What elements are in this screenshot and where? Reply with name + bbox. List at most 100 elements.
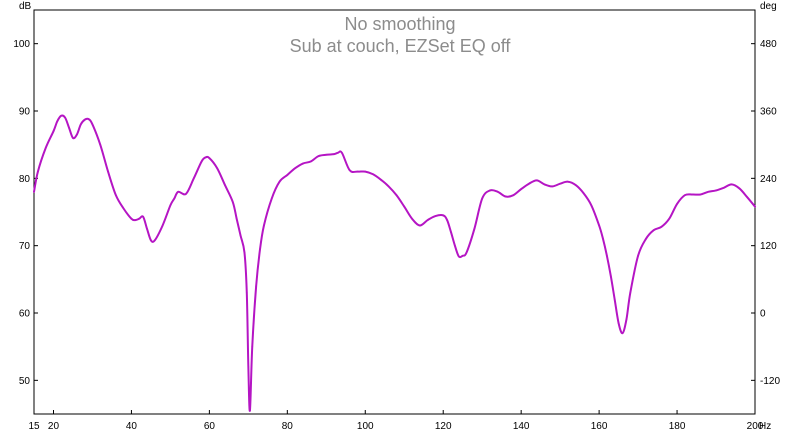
- data-point: [559, 182, 561, 185]
- data-point: [239, 234, 242, 237]
- data-point: [543, 183, 546, 186]
- data-point: [235, 217, 238, 220]
- data-point: [185, 193, 187, 195]
- data-point: [130, 217, 133, 220]
- data-point: [91, 123, 94, 126]
- x-tick-label: 40: [126, 421, 138, 432]
- data-point: [652, 229, 655, 231]
- data-point: [249, 409, 251, 412]
- data-point: [200, 160, 203, 163]
- series-line: [33, 114, 756, 412]
- data-point: [341, 151, 343, 154]
- data-point: [617, 322, 620, 324]
- data-point: [138, 217, 141, 220]
- data-point: [44, 147, 47, 149]
- data-point: [115, 194, 117, 196]
- data-point: [621, 332, 624, 335]
- data-point: [247, 366, 250, 368]
- data-point: [72, 137, 74, 139]
- chart-subtitle: Sub at couch, EZSet EQ off: [290, 36, 512, 56]
- x-tick-label: 80: [282, 421, 294, 432]
- series-points: [33, 114, 756, 412]
- y2-tick-label: 240: [760, 174, 777, 185]
- data-point: [99, 143, 102, 146]
- data-point: [613, 298, 616, 301]
- data-point: [142, 215, 144, 218]
- data-point: [489, 189, 491, 192]
- y-tick-label: 60: [19, 309, 31, 320]
- data-point: [56, 120, 59, 122]
- data-point: [598, 224, 600, 227]
- data-point: [243, 251, 246, 254]
- data-point: [520, 188, 522, 190]
- y2-tick-label: 360: [760, 107, 777, 118]
- data-point: [208, 157, 211, 159]
- data-point: [691, 193, 694, 196]
- data-point: [676, 203, 678, 205]
- data-point: [317, 155, 320, 157]
- data-point: [426, 219, 429, 221]
- data-point: [454, 244, 456, 247]
- data-point: [723, 186, 725, 189]
- x-axis-unit: Hz: [759, 421, 771, 432]
- data-point: [746, 196, 749, 198]
- x-tick-label: 160: [591, 421, 608, 432]
- data-point: [83, 118, 86, 121]
- data-point: [625, 318, 628, 321]
- data-point: [387, 185, 390, 188]
- data-point: [33, 191, 35, 193]
- data-point: [231, 201, 234, 203]
- data-point: [309, 160, 312, 163]
- y2-tick-label: 0: [760, 309, 766, 320]
- data-point: [574, 184, 577, 186]
- data-point: [512, 194, 515, 196]
- data-point: [442, 214, 445, 217]
- data-point: [660, 226, 663, 228]
- y-tick-label: 70: [19, 241, 31, 252]
- y-tick-label: 90: [19, 107, 31, 118]
- data-point: [606, 254, 608, 257]
- data-point: [434, 215, 437, 217]
- data-point: [364, 170, 367, 173]
- x-tick-label: 200: [747, 421, 764, 432]
- data-point: [146, 228, 148, 230]
- data-point: [446, 219, 448, 221]
- data-point: [68, 127, 70, 129]
- data-point: [730, 183, 733, 186]
- data-point: [52, 130, 55, 132]
- data-point: [645, 238, 647, 240]
- data-point: [395, 194, 398, 196]
- left-axis-unit: dB: [19, 1, 32, 12]
- data-point: [715, 189, 717, 192]
- data-point: [173, 197, 176, 200]
- data-point: [754, 205, 756, 208]
- data-point: [224, 184, 226, 186]
- data-point: [419, 224, 421, 227]
- data-point: [411, 217, 413, 220]
- data-point: [629, 292, 632, 294]
- data-point: [473, 228, 476, 230]
- data-point: [337, 151, 339, 154]
- data-point: [60, 114, 63, 117]
- data-point: [79, 123, 82, 126]
- data-point: [270, 197, 273, 200]
- data-point: [255, 285, 257, 287]
- data-point: [134, 219, 137, 221]
- data-point: [245, 292, 248, 294]
- data-point: [154, 239, 156, 242]
- data-point: [76, 133, 78, 136]
- data-point: [504, 195, 507, 198]
- x-tick-label: 100: [357, 421, 374, 432]
- data-point: [567, 180, 569, 183]
- y2-tick-label: -120: [760, 376, 780, 387]
- data-point: [204, 156, 207, 159]
- data-point: [582, 192, 585, 194]
- data-point: [684, 194, 686, 196]
- series-layer: [33, 114, 756, 412]
- data-point: [251, 345, 254, 348]
- data-point: [481, 197, 483, 200]
- plot-area-frame: [33, 9, 756, 415]
- data-point: [294, 167, 296, 170]
- data-point: [302, 162, 304, 165]
